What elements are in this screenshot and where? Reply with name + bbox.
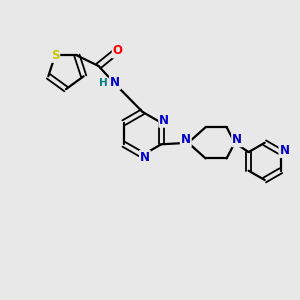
Text: O: O: [113, 44, 123, 58]
Text: N: N: [181, 133, 191, 146]
Text: S: S: [51, 49, 59, 62]
Text: N: N: [159, 114, 169, 127]
Text: N: N: [279, 144, 290, 157]
Text: N: N: [110, 76, 120, 89]
Text: H: H: [99, 78, 108, 88]
Text: N: N: [232, 133, 242, 146]
Text: N: N: [140, 151, 150, 164]
